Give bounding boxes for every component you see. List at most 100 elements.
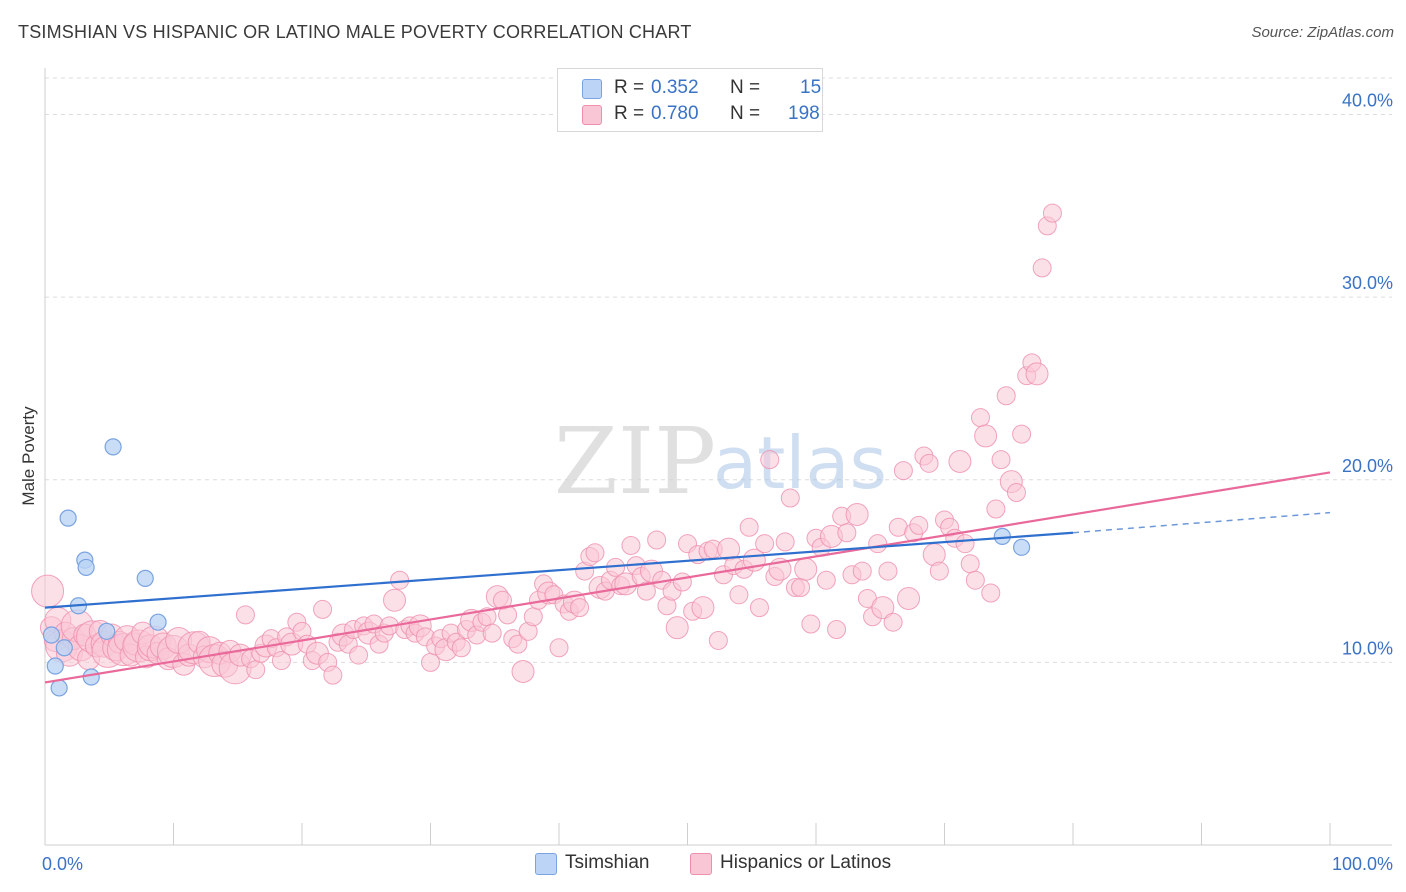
data-point-hispanics [271, 651, 291, 671]
data-point-tsimshian [104, 438, 122, 456]
data-point-hispanics [665, 616, 689, 640]
data-point-hispanics [672, 572, 692, 592]
legend-n-label: N = [730, 103, 761, 124]
y-tick-label: 30.0% [1342, 273, 1393, 293]
data-point-hispanics [878, 561, 898, 581]
legend-r-label: R = [614, 77, 645, 98]
data-point-tsimshian [50, 679, 68, 697]
data-point-hispanics [383, 588, 407, 612]
trend-line-hispanics [44, 471, 1331, 684]
watermark: ZIP atlas [554, 408, 887, 515]
legend-swatch-tsimshian [582, 79, 602, 99]
data-point-hispanics [1032, 258, 1052, 278]
trend-line-tsimshian [44, 531, 1074, 609]
data-point-hispanics [948, 450, 972, 473]
data-point-hispanics [897, 586, 921, 610]
data-point-hispanics [349, 645, 369, 665]
data-point-hispanics [235, 605, 255, 625]
data-point-hispanics [909, 515, 929, 535]
data-point-hispanics [508, 634, 528, 654]
data-point-hispanics [647, 530, 667, 550]
data-point-hispanics [791, 578, 811, 598]
data-point-tsimshian [98, 622, 116, 640]
data-point-hispanics [981, 583, 1001, 603]
x-tick-label: 100.0% [1332, 854, 1393, 874]
data-point-hispanics [929, 561, 949, 581]
data-point-hispanics [974, 424, 998, 448]
bottom-swatch-hispanics [690, 853, 712, 875]
data-point-hispanics [31, 574, 65, 608]
legend-r-label: R = [614, 103, 645, 124]
trend-line-tsimshian-extension [1072, 511, 1331, 534]
bottom-swatch-tsimshian [535, 853, 557, 875]
y-axis-label: Male Poverty [19, 406, 38, 506]
data-point-hispanics [996, 386, 1016, 406]
series-tsimshian-points [42, 438, 1031, 697]
data-point-tsimshian [42, 626, 61, 644]
data-point-hispanics [868, 534, 888, 554]
data-point-hispanics [794, 557, 818, 581]
y-tick-label: 40.0% [1342, 91, 1393, 111]
data-point-hispanics [511, 660, 535, 684]
data-point-tsimshian [77, 558, 95, 577]
data-point-hispanics [749, 598, 769, 618]
axes [44, 68, 1392, 846]
legend-n-label: N = [730, 77, 761, 98]
data-point-hispanics [755, 534, 775, 554]
chart-title: TSIMSHIAN VS HISPANIC OR LATINO MALE POV… [18, 22, 692, 42]
legend-r-value: 0.352 [651, 77, 699, 98]
legend-n-value: 15 [800, 77, 822, 98]
data-point-hispanics [636, 581, 656, 601]
data-point-hispanics [1006, 483, 1026, 503]
data-point-hispanics [323, 665, 343, 685]
data-point-hispanics [246, 660, 266, 680]
data-point-hispanics [708, 630, 728, 650]
data-point-hispanics [970, 408, 990, 428]
legend-r-value: 0.780 [651, 103, 699, 124]
data-point-hispanics [1042, 203, 1062, 223]
data-point-hispanics [1025, 362, 1049, 386]
data-point-hispanics [451, 638, 471, 658]
data-point-hispanics [871, 596, 895, 620]
data-point-hispanics [549, 638, 569, 658]
data-point-hispanics [729, 585, 749, 605]
data-point-hispanics [893, 461, 913, 481]
data-point-tsimshian [136, 569, 154, 587]
data-point-hispanics [523, 607, 543, 627]
data-point-tsimshian [55, 639, 73, 657]
data-point-hispanics [965, 570, 985, 590]
data-point-tsimshian [59, 509, 77, 527]
source-credit: Source: ZipAtlas.com [1251, 24, 1394, 41]
data-point-hispanics [775, 532, 795, 552]
data-point-hispanics [313, 599, 333, 619]
trend-lines [44, 471, 1331, 684]
data-point-hispanics [919, 453, 939, 473]
data-point-tsimshian [149, 613, 167, 631]
bottom-legend-label: Tsimshian [565, 852, 650, 873]
y-tick-label: 20.0% [1342, 456, 1393, 476]
data-point-hispanics [955, 534, 975, 554]
data-point-hispanics [621, 536, 641, 556]
data-point-tsimshian [82, 668, 100, 686]
data-point-hispanics [816, 570, 836, 590]
data-point-hispanics [960, 554, 980, 574]
data-point-hispanics [760, 450, 780, 470]
data-point-hispanics [585, 543, 605, 563]
data-point-hispanics [691, 596, 715, 620]
data-point-tsimshian [46, 657, 64, 675]
data-point-hispanics [827, 620, 847, 640]
data-point-hispanics [883, 612, 903, 632]
data-point-hispanics [852, 561, 872, 581]
bottom-legend-label: Hispanics or Latinos [720, 852, 892, 873]
legend-swatch-hispanics [582, 105, 602, 125]
data-point-tsimshian [1012, 538, 1031, 556]
data-point-hispanics [739, 517, 759, 537]
data-point-hispanics [482, 623, 502, 643]
stats-legend: R = 0.352 N = 15 R = 0.780 N = 198 [557, 68, 823, 132]
series-hispanics-points [31, 203, 1062, 685]
x-tick-label: 0.0% [42, 854, 83, 874]
tick-labels: 10.0% 20.0% 30.0% 40.0% 0.0% 100.0% [42, 91, 1393, 874]
data-point-hispanics [780, 488, 800, 508]
y-tick-label: 10.0% [1342, 638, 1393, 658]
